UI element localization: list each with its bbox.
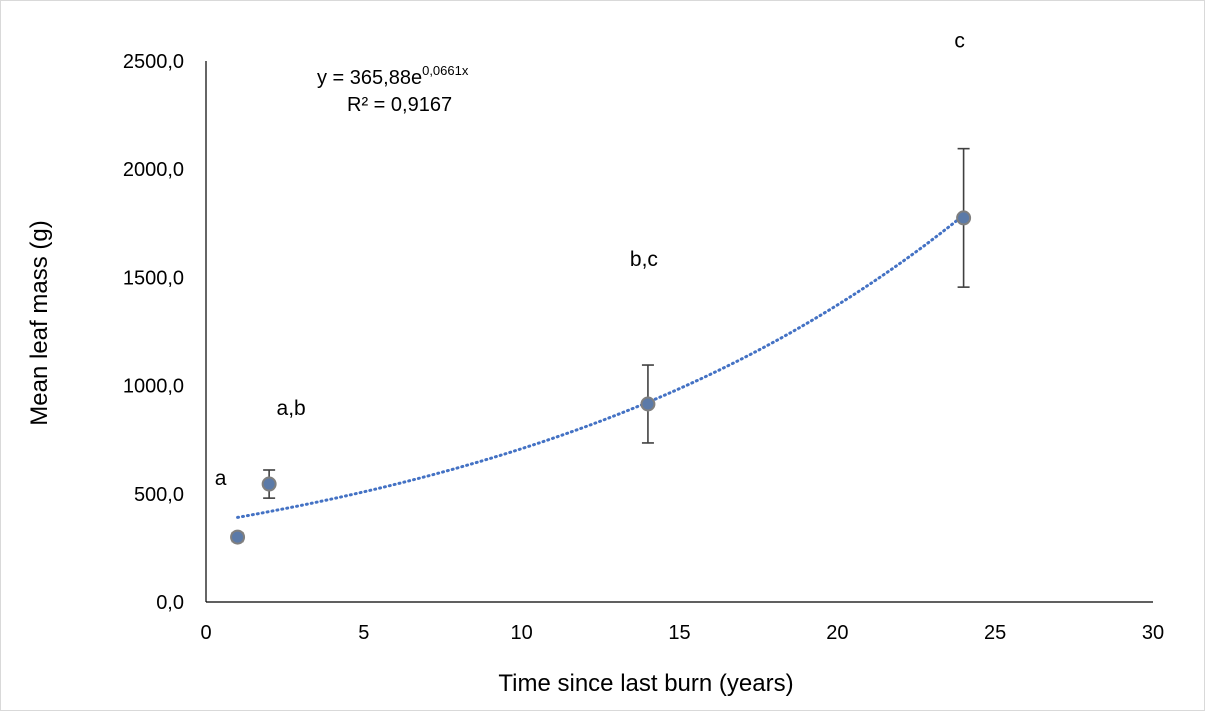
y-tick-label: 2500,0 (123, 51, 184, 73)
x-tick-label: 15 (668, 622, 690, 644)
y-tick-label: 0,0 (156, 592, 184, 614)
significance-labels: a a,b b,c c (215, 30, 965, 490)
significance-label: b,c (630, 248, 658, 271)
x-tick-label: 25 (984, 622, 1006, 644)
trendline-r2: R² = 0,9167 (347, 94, 452, 116)
data-point (640, 396, 656, 412)
significance-label: a (215, 467, 227, 490)
data-point (261, 476, 277, 492)
trendline-equation: y = 365,88e0,0661x (317, 63, 469, 89)
x-tick-label: 0 (200, 622, 211, 644)
axes (205, 61, 1153, 603)
x-tick-label: 5 (358, 622, 369, 644)
trendline-equation-base: y = 365,88e (317, 67, 422, 89)
x-tick-label: 20 (826, 622, 848, 644)
trendline (236, 213, 966, 519)
y-tick-label: 2000,0 (123, 159, 184, 181)
data-points (230, 210, 972, 545)
data-point (956, 210, 972, 226)
significance-label: a,b (277, 397, 306, 420)
data-point (230, 529, 246, 545)
x-tick-label: 30 (1142, 622, 1164, 644)
x-axis-title: Time since last burn (years) (498, 670, 793, 697)
significance-label: c (954, 30, 965, 53)
x-tick-label: 10 (511, 622, 533, 644)
trendline-group (236, 213, 966, 519)
trendline-equation-exponent: 0,0661x (422, 63, 469, 78)
y-tick-label: 1500,0 (123, 267, 184, 289)
y-tick-label: 1000,0 (123, 376, 184, 398)
error-bars (231, 147, 970, 543)
y-tick-label: 500,0 (134, 484, 184, 506)
tick-labels: 0 5 10 15 20 25 30 0,0 500,0 1000,0 1500,0 2000,0 25… (123, 51, 1164, 644)
y-axis-title: Mean leaf mass (g) (26, 220, 53, 425)
